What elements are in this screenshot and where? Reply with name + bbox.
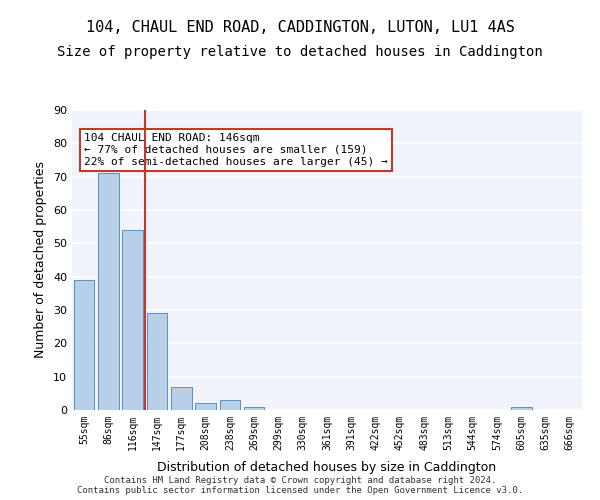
Bar xyxy=(98,174,119,410)
Text: Contains HM Land Registry data © Crown copyright and database right 2024.
Contai: Contains HM Land Registry data © Crown c… xyxy=(77,476,523,495)
Bar xyxy=(244,406,265,410)
Text: Size of property relative to detached houses in Caddington: Size of property relative to detached ho… xyxy=(57,45,543,59)
Text: 104, CHAUL END ROAD, CADDINGTON, LUTON, LU1 4AS: 104, CHAUL END ROAD, CADDINGTON, LUTON, … xyxy=(86,20,514,35)
Bar xyxy=(171,386,191,410)
Bar xyxy=(146,314,167,410)
Bar xyxy=(74,280,94,410)
Y-axis label: Number of detached properties: Number of detached properties xyxy=(34,162,47,358)
Bar xyxy=(122,230,143,410)
Text: 104 CHAUL END ROAD: 146sqm
← 77% of detached houses are smaller (159)
22% of sem: 104 CHAUL END ROAD: 146sqm ← 77% of deta… xyxy=(84,134,388,166)
Bar xyxy=(220,400,240,410)
X-axis label: Distribution of detached houses by size in Caddington: Distribution of detached houses by size … xyxy=(157,461,497,474)
Bar xyxy=(511,406,532,410)
Bar xyxy=(195,404,216,410)
